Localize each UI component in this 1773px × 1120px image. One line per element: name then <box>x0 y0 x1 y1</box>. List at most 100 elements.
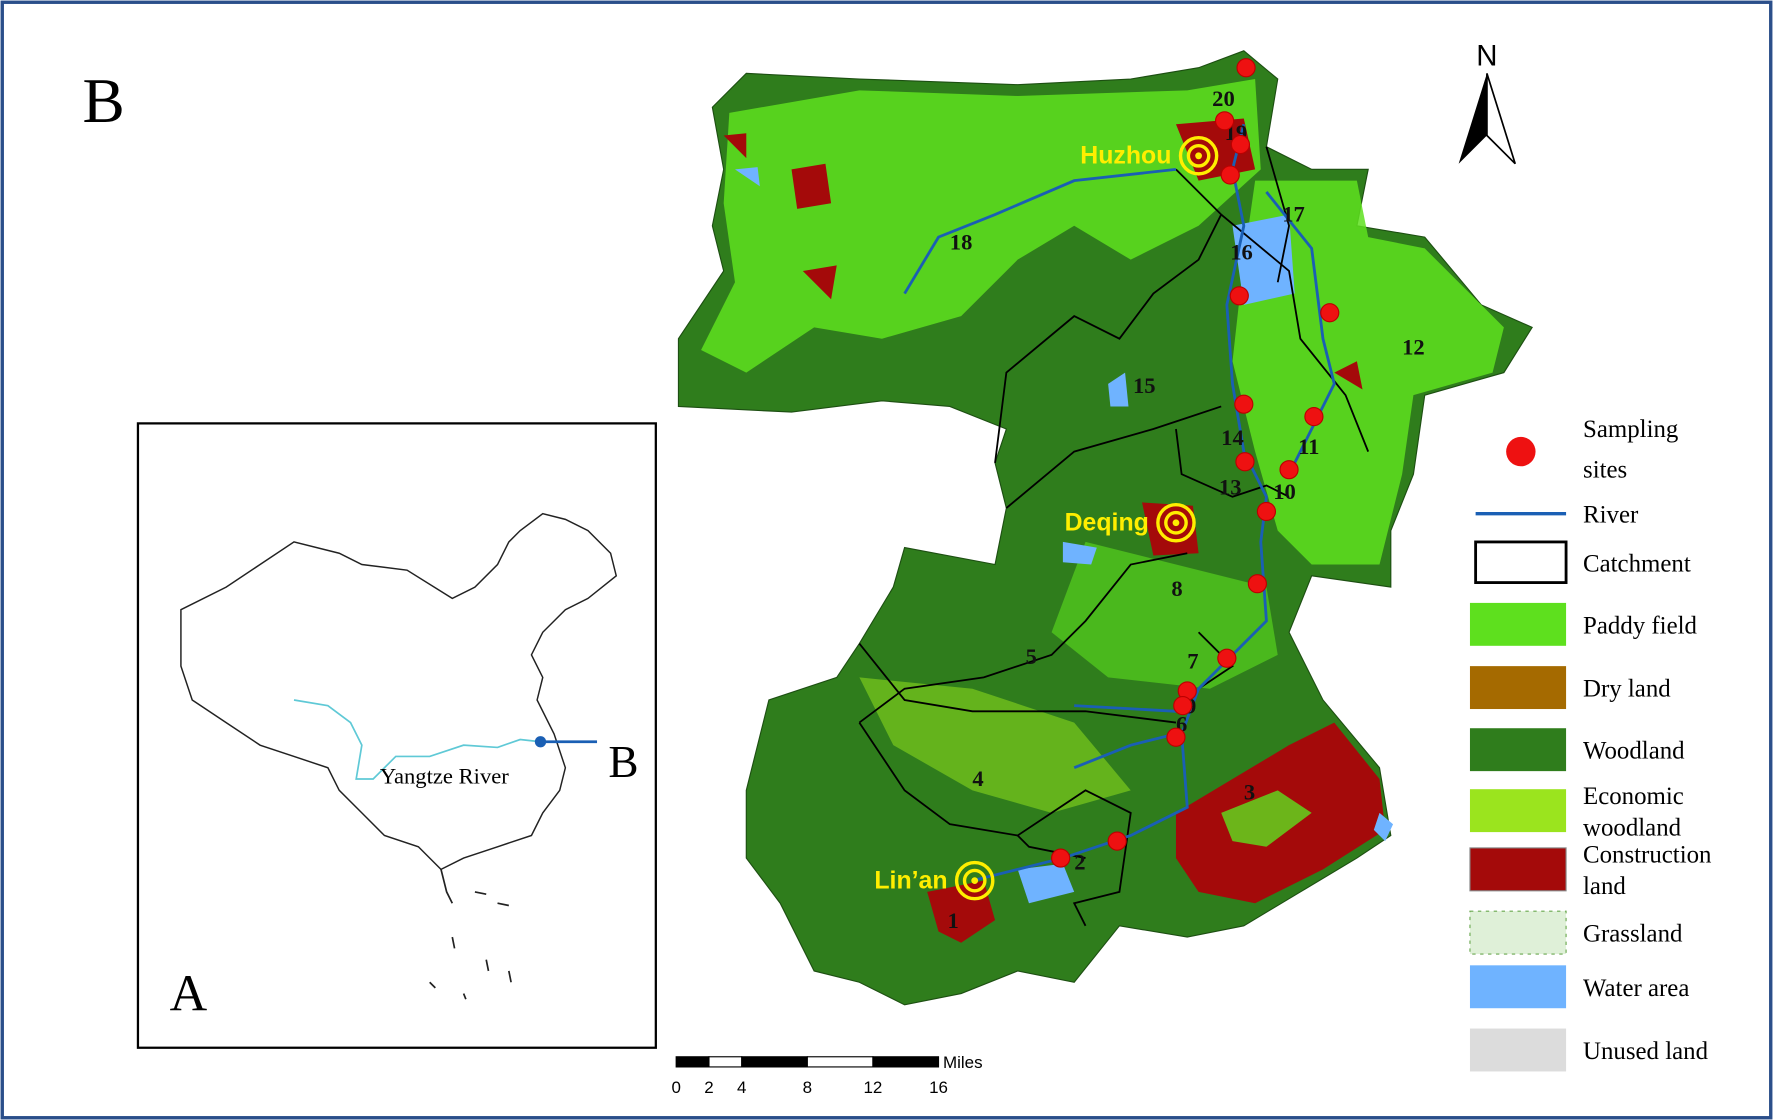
catchment-label: 15 <box>1133 373 1156 398</box>
catchment-label: 17 <box>1282 201 1305 226</box>
sampling-site <box>1214 111 1235 131</box>
pointer-label: B <box>608 737 638 787</box>
scale-unit: Miles <box>943 1053 983 1072</box>
city-label: Huzhou <box>1080 143 1171 170</box>
scale-tick-label: 4 <box>737 1078 746 1097</box>
scale-segment <box>675 1056 710 1068</box>
city-ring <box>1178 136 1219 176</box>
scale-bar: 0 2 4 8 12 16 Miles <box>671 1053 982 1097</box>
city-ring <box>954 860 995 901</box>
paddy-field <box>1221 790 1312 847</box>
sampling-site <box>1229 286 1249 306</box>
catchment-label: 8 <box>1171 576 1182 601</box>
sampling-site <box>1051 848 1071 868</box>
catchment-label: 13 <box>1219 475 1242 500</box>
inset-map: Yangtze River B A <box>136 422 657 1049</box>
legend-label: Grassland <box>1583 921 1683 948</box>
inset-panel-label: A <box>170 966 208 1023</box>
catchment-label: 3 <box>1244 779 1255 804</box>
city-ring <box>962 868 987 893</box>
legend-symbol <box>1469 728 1567 772</box>
paddy-field <box>1232 180 1504 565</box>
legend-label: Construction <box>1583 842 1712 869</box>
catchment-label: 16 <box>1230 240 1253 265</box>
legend-symbol <box>1469 666 1567 710</box>
legend-label: River <box>1583 502 1639 529</box>
islands <box>429 869 512 1000</box>
legend-symbol <box>1469 1028 1567 1072</box>
sampling-site <box>1234 394 1254 414</box>
scale-segment <box>708 1056 743 1068</box>
river-label: Yangtze River <box>380 764 509 789</box>
scale-segment <box>872 1056 940 1068</box>
north-arrow-right <box>1486 73 1517 165</box>
sampling-site <box>1217 648 1237 668</box>
catchment-label: 4 <box>972 766 983 791</box>
north-label: N <box>1476 40 1497 73</box>
legend-label: Woodland <box>1583 738 1685 765</box>
legend-symbol <box>1474 540 1568 584</box>
panel-label: B <box>83 66 125 136</box>
legend-label: sites <box>1583 457 1627 484</box>
legend-label: Economic <box>1583 783 1684 810</box>
sampling-site <box>1220 165 1240 185</box>
legend-label: Dry land <box>1583 676 1671 703</box>
catchment-label: 5 <box>1026 644 1037 669</box>
city-label: Lin’an <box>874 868 947 895</box>
scale-segment <box>741 1056 808 1068</box>
economic-woodland <box>859 677 1131 813</box>
catchment-label: 11 <box>1298 434 1319 459</box>
city-ring <box>1156 502 1196 543</box>
catchment-label: 20 <box>1212 86 1235 111</box>
catchment-label: 18 <box>950 230 973 255</box>
legend-symbol <box>1469 602 1567 646</box>
city-dot <box>1195 152 1202 160</box>
sampling-site <box>1279 460 1299 480</box>
sampling-site <box>1236 58 1256 78</box>
city-dot <box>971 877 979 885</box>
sampling-site <box>1304 407 1324 427</box>
legend-label: Sampling <box>1583 416 1678 443</box>
legend-label: Water area <box>1583 975 1689 1002</box>
sampling-sites <box>1051 58 1340 868</box>
north-arrow-left <box>1458 73 1487 164</box>
paddy-field <box>701 79 1261 373</box>
scale-tick-label: 0 <box>671 1078 680 1097</box>
cities: Huzhou Deqing Lin’an <box>874 136 1219 901</box>
catchment-label: 6 <box>1176 712 1187 737</box>
legend-symbol <box>1469 789 1567 833</box>
city-label: Deqing <box>1065 510 1149 537</box>
legend: Sampling sites River Catchment Paddy field Dr… <box>1469 416 1712 1072</box>
scale-tick-label: 16 <box>929 1078 948 1097</box>
north-arrow: N <box>1458 40 1517 165</box>
scale-segment <box>806 1056 874 1068</box>
city-ring <box>1186 143 1211 168</box>
scale-tick-label: 2 <box>704 1078 713 1097</box>
legend-symbol <box>1469 965 1567 1009</box>
legend-label: Unused land <box>1583 1038 1709 1065</box>
scale-tick-label: 8 <box>803 1078 812 1097</box>
sampling-site <box>1235 452 1255 472</box>
scale-tick-label: 12 <box>864 1078 883 1097</box>
legend-label: land <box>1583 873 1626 900</box>
legend-symbol <box>1469 910 1567 955</box>
sampling-site <box>1320 303 1340 323</box>
catchment-label: 10 <box>1273 479 1296 504</box>
legend-label: Catchment <box>1583 550 1691 577</box>
sampling-site <box>1256 501 1277 522</box>
sampling-site <box>1247 574 1267 594</box>
catchment-boundaries <box>858 146 1370 927</box>
catchment-label: 7 <box>1187 648 1198 673</box>
legend-symbol <box>1469 847 1567 892</box>
inset-frame <box>136 422 657 1049</box>
construction-land <box>927 880 996 943</box>
china-outline <box>180 512 618 871</box>
legend-label: Paddy field <box>1583 612 1698 639</box>
sampling-site <box>1107 831 1127 851</box>
sampling-site <box>1173 696 1193 716</box>
yangtze-river <box>293 699 541 780</box>
sampling-site <box>1230 134 1251 155</box>
catchment-label: 2 <box>1074 849 1085 874</box>
